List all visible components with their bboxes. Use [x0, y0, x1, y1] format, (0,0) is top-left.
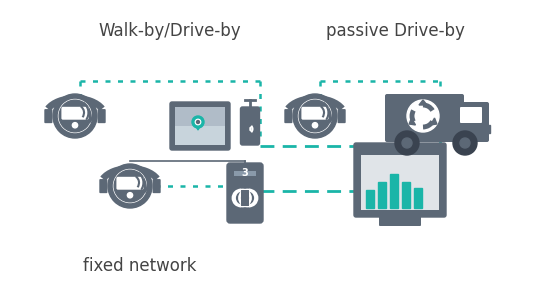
Circle shape — [114, 170, 146, 202]
Circle shape — [53, 94, 97, 138]
FancyBboxPatch shape — [354, 143, 446, 217]
Bar — [485, 125, 490, 133]
Polygon shape — [409, 118, 415, 125]
Bar — [361, 155, 439, 210]
Polygon shape — [194, 122, 202, 130]
Bar — [175, 126, 225, 145]
FancyBboxPatch shape — [117, 177, 144, 190]
FancyBboxPatch shape — [379, 216, 421, 226]
Bar — [366, 190, 374, 208]
Circle shape — [192, 116, 204, 128]
Circle shape — [195, 119, 201, 125]
Circle shape — [299, 100, 331, 132]
Text: fixed network: fixed network — [83, 257, 197, 275]
Circle shape — [453, 131, 477, 155]
Circle shape — [293, 94, 337, 138]
Circle shape — [312, 123, 318, 128]
FancyBboxPatch shape — [385, 94, 464, 142]
FancyBboxPatch shape — [284, 109, 293, 123]
FancyBboxPatch shape — [62, 107, 89, 120]
Polygon shape — [430, 118, 437, 125]
FancyBboxPatch shape — [99, 179, 107, 193]
FancyBboxPatch shape — [455, 102, 489, 142]
Polygon shape — [419, 100, 427, 105]
FancyBboxPatch shape — [98, 109, 106, 123]
Text: 3: 3 — [241, 168, 248, 178]
Circle shape — [197, 120, 199, 123]
FancyBboxPatch shape — [170, 102, 230, 150]
Circle shape — [299, 100, 332, 132]
Circle shape — [402, 138, 412, 148]
FancyBboxPatch shape — [240, 107, 260, 145]
FancyBboxPatch shape — [44, 109, 52, 123]
FancyBboxPatch shape — [152, 179, 161, 193]
Circle shape — [395, 131, 419, 155]
Circle shape — [113, 169, 146, 203]
Bar — [241, 190, 249, 206]
Circle shape — [59, 100, 91, 132]
Text: passive Drive-by: passive Drive-by — [326, 22, 464, 40]
Bar — [402, 182, 410, 208]
FancyBboxPatch shape — [301, 107, 329, 120]
Bar — [378, 182, 386, 208]
FancyBboxPatch shape — [460, 107, 482, 123]
Bar — [414, 188, 422, 208]
Bar — [390, 174, 398, 208]
Circle shape — [407, 100, 439, 132]
Circle shape — [108, 164, 152, 208]
Circle shape — [127, 193, 133, 198]
Text: Walk-by/Drive-by: Walk-by/Drive-by — [99, 22, 241, 40]
Bar — [234, 171, 256, 176]
FancyBboxPatch shape — [227, 163, 263, 223]
Circle shape — [460, 138, 470, 148]
Circle shape — [58, 100, 91, 132]
Circle shape — [72, 123, 78, 128]
Bar — [175, 107, 225, 145]
FancyBboxPatch shape — [338, 109, 346, 123]
